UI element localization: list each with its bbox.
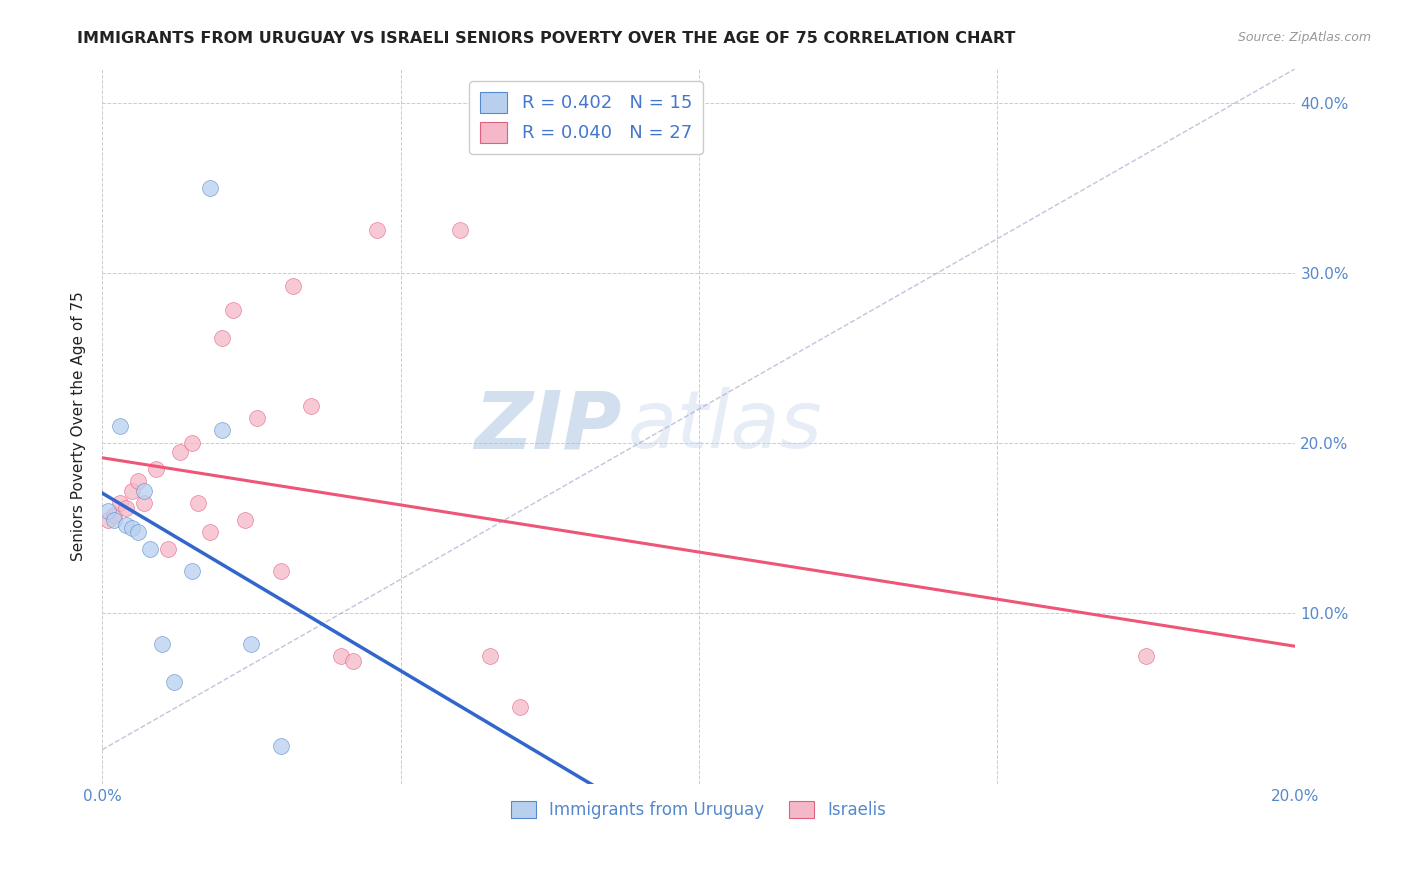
Point: [366, 223, 388, 237]
Point: [121, 483, 143, 498]
Text: atlas: atlas: [627, 387, 823, 465]
Point: [115, 500, 138, 515]
Point: [449, 223, 471, 237]
Point: [169, 444, 191, 458]
Point: [139, 541, 162, 556]
Point: [222, 303, 245, 318]
Point: [132, 483, 155, 498]
Point: [108, 419, 131, 434]
Point: [97, 513, 120, 527]
Point: [127, 474, 149, 488]
Y-axis label: Seniors Poverty Over the Age of 75: Seniors Poverty Over the Age of 75: [72, 292, 86, 561]
Point: [127, 524, 149, 539]
Point: [150, 637, 173, 651]
Point: [270, 739, 292, 754]
Point: [479, 648, 502, 663]
Point: [211, 330, 233, 344]
Point: [121, 521, 143, 535]
Text: IMMIGRANTS FROM URUGUAY VS ISRAELI SENIORS POVERTY OVER THE AGE OF 75 CORRELATIO: IMMIGRANTS FROM URUGUAY VS ISRAELI SENIO…: [77, 31, 1015, 46]
Point: [246, 410, 269, 425]
Point: [163, 674, 186, 689]
Point: [145, 461, 167, 475]
Point: [235, 513, 257, 527]
Point: [180, 436, 202, 450]
Legend: Immigrants from Uruguay, Israelis: Immigrants from Uruguay, Israelis: [505, 794, 893, 825]
Point: [198, 180, 221, 194]
Point: [187, 496, 209, 510]
Point: [156, 541, 179, 556]
Point: [270, 564, 292, 578]
Point: [240, 637, 263, 651]
Point: [97, 504, 120, 518]
Point: [115, 517, 138, 532]
Point: [132, 496, 155, 510]
Point: [299, 399, 322, 413]
Point: [1135, 648, 1157, 663]
Point: [329, 648, 352, 663]
Point: [342, 654, 364, 668]
Point: [281, 279, 304, 293]
Point: [180, 564, 202, 578]
Point: [198, 524, 221, 539]
Text: Source: ZipAtlas.com: Source: ZipAtlas.com: [1237, 31, 1371, 45]
Point: [103, 508, 125, 522]
Text: ZIP: ZIP: [474, 387, 621, 465]
Point: [103, 513, 125, 527]
Point: [108, 496, 131, 510]
Point: [211, 423, 233, 437]
Point: [509, 700, 531, 714]
